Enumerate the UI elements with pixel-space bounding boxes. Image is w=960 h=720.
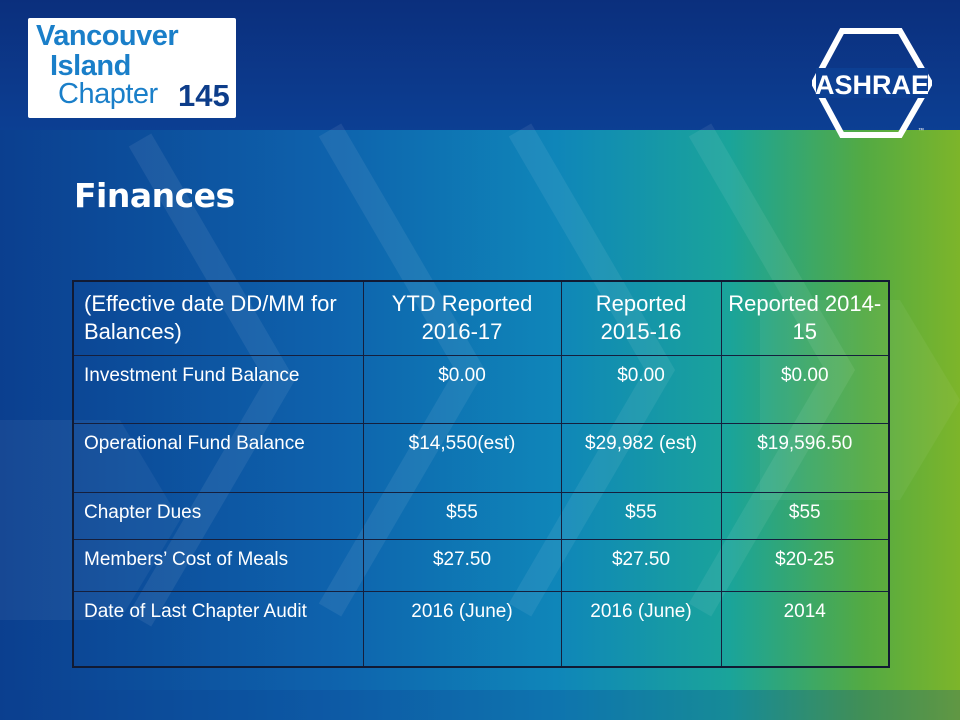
row-label-operational-fund: Operational Fund Balance xyxy=(72,422,364,493)
table-cell: $20-25 xyxy=(720,538,890,592)
finances-table-wrapper: (Effective date DD/MM for Balances) YTD … xyxy=(72,280,890,668)
chapter-logo: Vancouver Island Chapter 145 xyxy=(28,18,236,118)
logo-text-chapter: Chapter xyxy=(58,78,158,110)
table-cell: $29,982 (est) xyxy=(560,422,722,493)
table-cell: $55 xyxy=(720,491,890,540)
row-label-last-audit: Date of Last Chapter Audit xyxy=(72,590,364,668)
logo-text-vancouver: Vancouver xyxy=(36,20,179,52)
table-cell: 2016 (June) xyxy=(362,590,562,668)
table-row: Chapter Dues $55 $55 $55 xyxy=(72,491,890,540)
row-label-investment-fund: Investment Fund Balance xyxy=(72,354,364,424)
table-cell: 2014 xyxy=(720,590,890,668)
table-cell: 2016 (June) xyxy=(560,590,722,668)
ashrae-trademark: ™ xyxy=(918,127,924,134)
ashrae-logo-text: ASHRAE xyxy=(815,70,929,100)
finances-table: (Effective date DD/MM for Balances) YTD … xyxy=(72,280,890,668)
table-cell: $0.00 xyxy=(362,354,562,424)
table-row: Members’ Cost of Meals $27.50 $27.50 $20… xyxy=(72,538,890,592)
table-cell: $0.00 xyxy=(560,354,722,424)
slide-title: Finances xyxy=(74,176,235,215)
table-cell: $55 xyxy=(560,491,722,540)
table-cell: $0.00 xyxy=(720,354,890,424)
table-cell: $27.50 xyxy=(560,538,722,592)
table-cell: $27.50 xyxy=(362,538,562,592)
table-row: Date of Last Chapter Audit 2016 (June) 2… xyxy=(72,590,890,668)
row-label-cost-of-meals: Members’ Cost of Meals xyxy=(72,538,364,592)
column-header-2015-16: Reported 2015-16 xyxy=(560,280,722,356)
table-cell: $55 xyxy=(362,491,562,540)
table-cell: $19,596.50 xyxy=(720,422,890,493)
table-header-row: (Effective date DD/MM for Balances) YTD … xyxy=(72,280,890,356)
row-label-chapter-dues: Chapter Dues xyxy=(72,491,364,540)
ashrae-logo: ASHRAE ™ xyxy=(812,28,932,138)
table-row: Operational Fund Balance $14,550(est) $2… xyxy=(72,422,890,493)
table-cell: $14,550(est) xyxy=(362,422,562,493)
logo-text-island: Island xyxy=(50,50,131,82)
column-header-2014-15: Reported 2014-15 xyxy=(720,280,890,356)
column-header-ytd-2016-17: YTD Reported 2016-17 xyxy=(362,280,562,356)
logo-chapter-number: 145 xyxy=(178,78,230,113)
table-row: Investment Fund Balance $0.00 $0.00 $0.0… xyxy=(72,354,890,424)
column-header-effective-date: (Effective date DD/MM for Balances) xyxy=(72,280,364,356)
